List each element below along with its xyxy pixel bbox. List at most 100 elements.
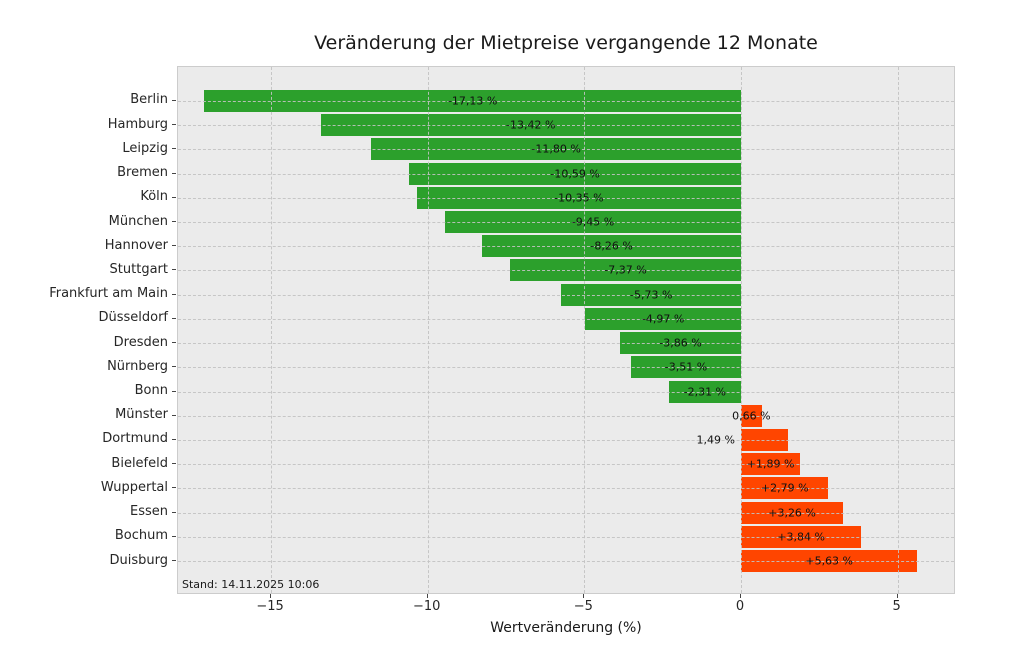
y-gridline: [178, 100, 954, 102]
bar-value-label: -17,13 %: [447, 94, 498, 108]
x-gridline: [897, 67, 899, 593]
x-tick-label: −15: [256, 599, 284, 614]
bar-value-label: 0,66 %: [732, 409, 771, 423]
y-tick-mark: [172, 366, 176, 368]
bar-value-label: -13,42 %: [506, 118, 556, 132]
bar-value-label: +2,79 %: [760, 481, 809, 495]
y-gridline: [178, 415, 954, 417]
y-gridline: [178, 536, 954, 538]
y-tick-label-hannover: Hannover: [104, 237, 168, 253]
x-tick-mark: [583, 594, 585, 598]
y-gridline: [178, 439, 954, 441]
bar-value-label: 1,49 %: [696, 433, 735, 447]
x-axis-label: Wertveränderung (%): [490, 620, 642, 636]
x-tick-mark: [426, 594, 428, 598]
y-tick-mark: [172, 511, 176, 513]
y-tick-label-leipzig: Leipzig: [122, 140, 168, 156]
y-gridline: [178, 270, 954, 272]
x-gridline: [427, 67, 429, 593]
y-tick-mark: [172, 560, 176, 562]
y-tick-mark: [172, 487, 176, 489]
y-gridline: [178, 125, 954, 127]
y-gridline: [178, 246, 954, 248]
y-tick-mark: [172, 317, 176, 319]
y-tick-label-duisburg: Duisburg: [109, 552, 169, 568]
x-tick-mark: [270, 594, 272, 598]
y-tick-mark: [172, 148, 176, 150]
bar-value-label: -11,80 %: [531, 142, 581, 156]
x-tick-label: −5: [573, 599, 593, 614]
x-gridline: [741, 67, 742, 593]
bar-value-label: -10,59 %: [550, 167, 600, 181]
y-tick-label-köln: Köln: [140, 189, 168, 205]
bar-value-label: +1,89 %: [746, 457, 795, 471]
y-tick-label-dortmund: Dortmund: [102, 431, 168, 447]
y-gridline: [178, 294, 954, 296]
x-tick-label: −10: [412, 599, 441, 614]
x-tick-mark: [896, 594, 898, 598]
bar-value-label: -7,37 %: [604, 263, 647, 277]
bar-value-label: -5,73 %: [630, 288, 673, 302]
x-gridline: [584, 67, 586, 593]
bar-value-label: -9,45 %: [571, 215, 615, 229]
y-tick-label-bochum: Bochum: [114, 528, 168, 544]
bar-value-label: -8,26 %: [590, 239, 633, 253]
y-tick-label-dresden: Dresden: [113, 334, 168, 350]
x-gridline: [271, 67, 273, 593]
x-tick-label: 0: [735, 599, 745, 614]
bar-value-label: +3,26 %: [768, 506, 816, 520]
stand-note: Stand: 14.11.2025 10:06: [182, 578, 320, 591]
y-tick-label-bielefeld: Bielefeld: [111, 455, 168, 471]
y-gridline: [178, 464, 954, 466]
y-tick-mark: [172, 196, 176, 198]
y-tick-label-hamburg: Hamburg: [107, 116, 168, 132]
bar-value-label: -4,97 %: [641, 312, 685, 326]
y-tick-mark: [172, 245, 176, 247]
y-gridline: [178, 318, 954, 320]
y-tick-label-berlin: Berlin: [130, 92, 168, 108]
y-tick-mark: [172, 221, 176, 222]
bar-value-label: +3,84 %: [777, 530, 825, 544]
y-gridline: [178, 512, 954, 514]
y-tick-label-essen: Essen: [130, 504, 168, 520]
y-gridline: [178, 343, 954, 345]
x-tick-mark: [740, 594, 741, 598]
bar-value-label: +5,63 %: [805, 554, 854, 568]
y-tick-label-wuppertal: Wuppertal: [100, 479, 168, 495]
plot-area: Stand: 14.11.2025 10:06 -17,13 % -13,42 %…: [177, 66, 955, 594]
y-gridline: [178, 173, 954, 175]
y-tick-label-bremen: Bremen: [117, 165, 168, 181]
bar-value-label: -10,35 %: [554, 191, 604, 205]
y-tick-label-münster: Münster: [115, 407, 168, 423]
y-gridline: [178, 222, 954, 223]
y-tick-mark: [172, 269, 176, 271]
y-gridline: [178, 197, 954, 199]
y-tick-mark: [172, 342, 176, 344]
y-tick-mark: [172, 414, 176, 416]
y-tick-label-nürnberg: Nürnberg: [107, 358, 168, 374]
y-tick-label-düsseldorf: Düsseldorf: [98, 310, 168, 326]
y-tick-mark: [172, 535, 176, 537]
chart-title: Veränderung der Mietpreise vergangende 1…: [314, 32, 818, 54]
y-gridline: [178, 488, 954, 490]
y-gridline: [178, 149, 954, 151]
bar-value-label: -3,86 %: [659, 336, 702, 350]
y-gridline: [178, 391, 954, 393]
y-tick-mark: [172, 172, 176, 174]
y-tick-mark: [172, 293, 176, 295]
y-tick-mark: [172, 390, 176, 392]
y-tick-label-frankfurt-am-main: Frankfurt am Main: [49, 286, 168, 302]
y-tick-label-bonn: Bonn: [134, 383, 168, 399]
bar-value-label: -2,31 %: [683, 385, 727, 399]
y-tick-mark: [172, 99, 176, 101]
y-gridline: [178, 367, 954, 369]
y-tick-label-münchen: München: [108, 213, 168, 229]
y-tick-mark: [172, 463, 176, 465]
y-tick-mark: [172, 124, 176, 126]
y-tick-mark: [172, 438, 176, 440]
x-tick-label: 5: [892, 599, 901, 614]
y-gridline: [178, 561, 954, 563]
bar-value-label: -3,51 %: [664, 360, 708, 374]
y-tick-label-stuttgart: Stuttgart: [109, 261, 168, 277]
